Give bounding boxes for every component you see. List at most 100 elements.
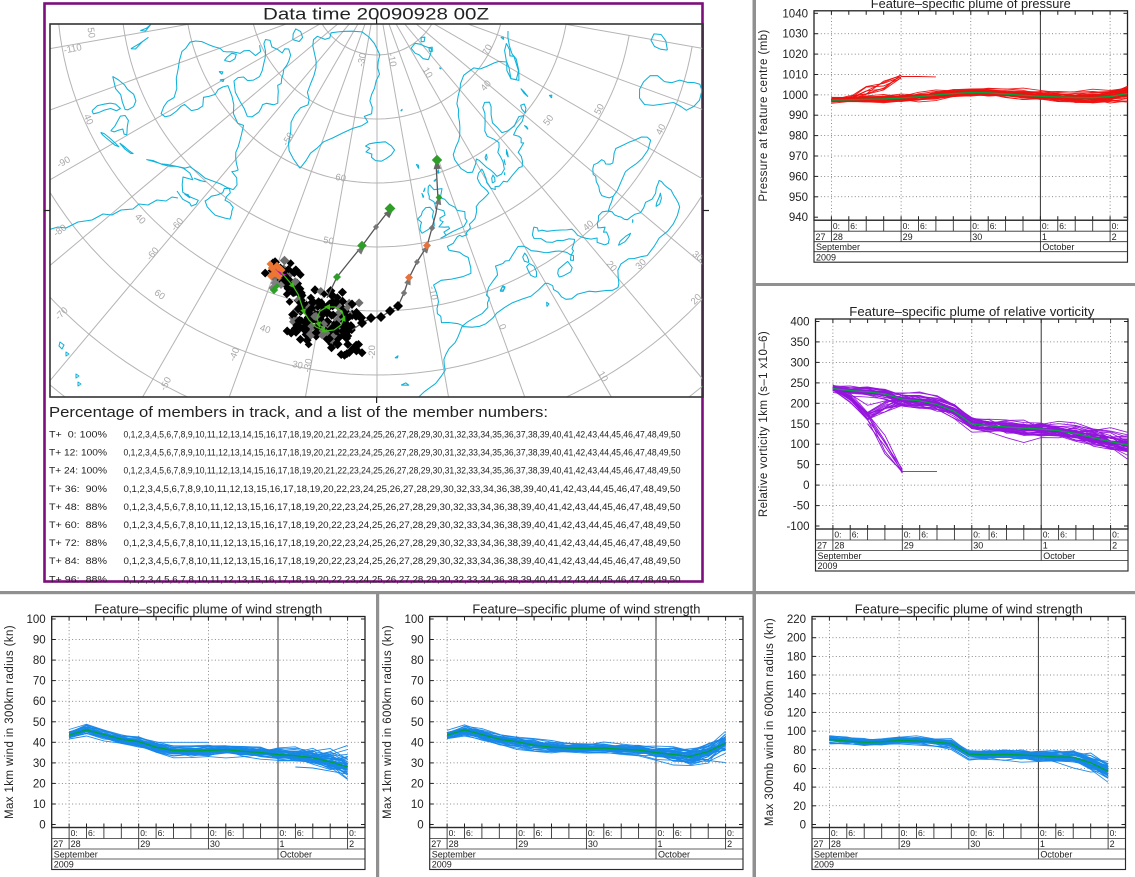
svg-text:-110: -110 — [63, 42, 83, 56]
svg-text:0:: 0: — [831, 828, 838, 838]
svg-text:40: 40 — [654, 122, 669, 136]
svg-text:-20: -20 — [367, 345, 378, 359]
svg-text:30: 30 — [33, 758, 46, 770]
svg-text:28: 28 — [71, 839, 81, 849]
svg-text:80: 80 — [793, 745, 806, 757]
svg-text:29: 29 — [901, 839, 911, 849]
svg-text:28: 28 — [449, 839, 459, 849]
svg-text:28: 28 — [834, 541, 844, 551]
svg-text:20: 20 — [33, 778, 46, 790]
svg-text:60: 60 — [411, 696, 424, 708]
svg-text:October: October — [1040, 849, 1072, 859]
svg-text:September: September — [54, 849, 98, 859]
svg-text:50: 50 — [592, 102, 607, 117]
svg-text:0:: 0: — [727, 828, 734, 838]
svg-text:2009: 2009 — [54, 860, 74, 870]
svg-text:27: 27 — [431, 839, 441, 849]
svg-text:40: 40 — [33, 737, 46, 749]
svg-text:100: 100 — [405, 614, 424, 626]
svg-text:-30: -30 — [356, 52, 369, 67]
svg-text:950: 950 — [789, 192, 808, 204]
svg-text:-40: -40 — [227, 346, 242, 363]
svg-text:October: October — [1043, 551, 1075, 561]
svg-text:980: 980 — [789, 131, 808, 143]
svg-text:Feature–specific plume of wind: Feature–specific plume of wind strength — [855, 603, 1083, 617]
svg-text:50: 50 — [797, 460, 810, 472]
svg-text:Max 300mb wind in 600km radius: Max 300mb wind in 600km radius (kn) — [764, 618, 776, 826]
svg-text:0:: 0: — [518, 828, 525, 838]
svg-text:1000: 1000 — [782, 90, 808, 102]
svg-text:100: 100 — [27, 614, 46, 626]
svg-text:0:: 0: — [972, 221, 979, 231]
svg-text:October: October — [1042, 242, 1074, 252]
svg-text:1010: 1010 — [782, 70, 808, 82]
svg-text:6:: 6: — [1059, 221, 1066, 231]
svg-text:T+ 36: 90%: T+ 36: 90% — [49, 484, 107, 494]
svg-text:-10: -10 — [426, 285, 439, 300]
svg-text:29: 29 — [904, 541, 914, 551]
svg-text:0,1,2,3,4,5,6,7,8,9,10,11,12,1: 0,1,2,3,4,5,6,7,8,9,10,11,12,13,14,15,16… — [124, 448, 681, 458]
svg-text:960: 960 — [789, 171, 808, 183]
svg-text:0,1,2,3,4,5,6,7,8,10,11,12,13,: 0,1,2,3,4,5,6,7,8,10,11,12,13,15,16,17,1… — [124, 520, 681, 530]
svg-text:60: 60 — [334, 172, 346, 185]
svg-text:6:: 6: — [1057, 828, 1064, 838]
svg-text:0:: 0: — [588, 828, 595, 838]
svg-text:40: 40 — [793, 782, 806, 794]
svg-text:0:: 0: — [1043, 530, 1050, 540]
svg-text:T+ 24: 100%: T+ 24: 100% — [49, 466, 107, 476]
svg-text:0,1,2,3,4,5,6,7,8,10,11,12,13,: 0,1,2,3,4,5,6,7,8,10,11,12,13,15,16,17,1… — [124, 574, 681, 584]
svg-text:1: 1 — [1043, 541, 1048, 551]
svg-text:30: 30 — [210, 839, 220, 849]
svg-text:6:: 6: — [158, 828, 165, 838]
svg-text:0: 0 — [39, 820, 45, 832]
svg-text:90: 90 — [411, 635, 424, 647]
svg-text:0:: 0: — [833, 221, 840, 231]
svg-text:10: 10 — [411, 799, 424, 811]
svg-text:-100: -100 — [786, 521, 809, 533]
svg-text:1: 1 — [658, 839, 663, 849]
svg-text:6:: 6: — [920, 221, 927, 231]
svg-text:6:: 6: — [536, 828, 543, 838]
svg-text:0:: 0: — [1112, 530, 1119, 540]
svg-text:20: 20 — [689, 292, 704, 307]
svg-text:40: 40 — [411, 737, 424, 749]
svg-text:Feature–specific plume of rela: Feature–specific plume of relative vorti… — [849, 305, 1095, 319]
svg-text:0: 0 — [803, 480, 809, 492]
svg-text:60: 60 — [33, 696, 46, 708]
svg-text:0,1,2,3,4,5,6,7,8,10,11,12,13,: 0,1,2,3,4,5,6,7,8,10,11,12,13,15,16,17,1… — [124, 502, 681, 512]
svg-text:0:: 0: — [904, 530, 911, 540]
svg-text:70: 70 — [33, 676, 46, 688]
svg-text:90: 90 — [33, 635, 46, 647]
svg-text:200: 200 — [790, 398, 809, 410]
svg-text:6:: 6: — [850, 221, 857, 231]
svg-text:2009: 2009 — [814, 860, 834, 870]
svg-text:27: 27 — [814, 839, 824, 849]
svg-text:27: 27 — [817, 541, 827, 551]
svg-text:50: 50 — [33, 717, 46, 729]
svg-text:50: 50 — [84, 27, 96, 39]
svg-text:T+ 48: 88%: T+ 48: 88% — [49, 502, 107, 512]
svg-text:0,1,2,3,4,5,6,7,8,9,10,11,12,1: 0,1,2,3,4,5,6,7,8,9,10,11,12,13,14,15,16… — [124, 466, 681, 476]
svg-text:0,1,2,3,4,5,6,7,8,10,11,12,13,: 0,1,2,3,4,5,6,7,8,10,11,12,13,15,16,17,1… — [124, 538, 681, 548]
svg-text:2009: 2009 — [818, 561, 838, 571]
svg-text:100: 100 — [787, 726, 806, 738]
svg-text:2: 2 — [349, 839, 354, 849]
svg-text:Feature–specific plume of pres: Feature–specific plume of pressure — [871, 0, 1071, 11]
svg-text:Max 1km wind in 600km radius (: Max 1km wind in 600km radius (kn) — [382, 625, 394, 819]
svg-text:20: 20 — [411, 778, 424, 790]
svg-text:0: 0 — [800, 820, 806, 832]
svg-text:940: 940 — [789, 212, 808, 224]
svg-text:0:: 0: — [140, 828, 147, 838]
svg-text:0,1,2,3,4,5,6,7,8,9,10,11,12,1: 0,1,2,3,4,5,6,7,8,9,10,11,12,13,15,16,17… — [124, 484, 681, 494]
svg-text:1040: 1040 — [782, 8, 808, 20]
svg-text:28: 28 — [831, 839, 841, 849]
svg-text:0:: 0: — [1110, 828, 1117, 838]
svg-text:2: 2 — [1112, 541, 1117, 551]
svg-text:0:: 0: — [449, 828, 456, 838]
svg-text:October: October — [280, 849, 312, 859]
svg-text:0:: 0: — [1042, 221, 1049, 231]
svg-text:T+ 0: 100%: T+ 0: 100% — [49, 430, 107, 440]
svg-text:-30: -30 — [302, 358, 315, 373]
svg-text:29: 29 — [518, 839, 528, 849]
svg-text:28: 28 — [833, 232, 843, 242]
